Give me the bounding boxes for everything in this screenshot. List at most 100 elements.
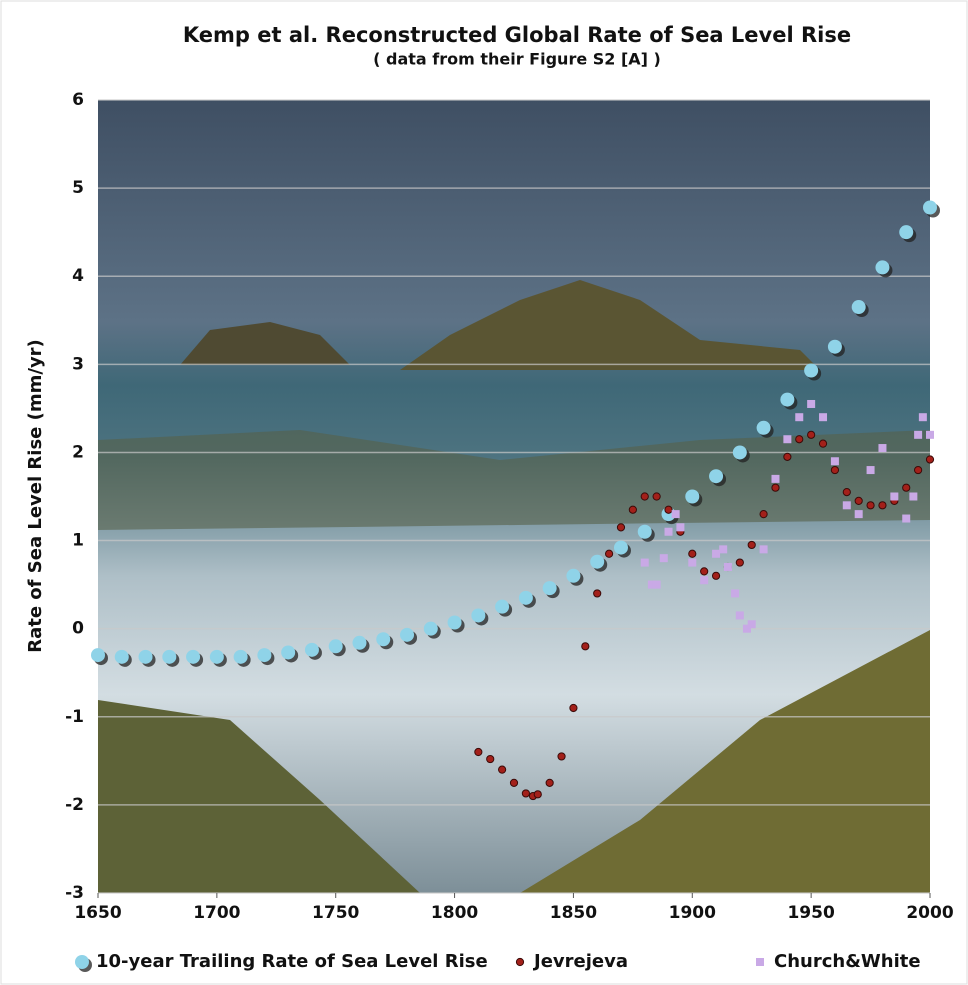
data-point <box>795 413 803 421</box>
data-point <box>519 591 533 605</box>
x-tick-label: 1650 <box>74 903 121 923</box>
y-tick-label: 3 <box>72 354 84 374</box>
data-point <box>919 413 927 421</box>
data-point <box>91 648 105 662</box>
chart-subtitle: ( data from their Figure S2 [A] ) <box>373 50 661 69</box>
x-tick-label: 1700 <box>193 903 240 923</box>
data-point <box>582 643 589 650</box>
data-point <box>570 704 577 711</box>
data-point <box>712 550 720 558</box>
data-point <box>760 545 768 553</box>
y-tick-label: 6 <box>72 90 84 110</box>
data-point <box>923 200 937 214</box>
data-point <box>819 413 827 421</box>
data-point <box>614 541 628 555</box>
data-point <box>748 620 756 628</box>
data-point <box>689 550 696 557</box>
data-point <box>819 440 826 447</box>
data-point <box>234 650 248 664</box>
data-point <box>736 559 743 566</box>
x-tick-label: 1900 <box>669 903 716 923</box>
data-point <box>534 791 541 798</box>
data-point <box>831 457 839 465</box>
data-point <box>878 444 886 452</box>
data-point <box>700 576 708 584</box>
data-point <box>653 493 660 500</box>
data-point <box>676 523 684 531</box>
data-point <box>605 550 612 557</box>
data-point <box>748 541 755 548</box>
data-point <box>831 466 838 473</box>
data-point <box>617 524 624 531</box>
data-point <box>796 436 803 443</box>
data-point <box>879 502 886 509</box>
legend-label: Jevrejeva <box>532 951 628 972</box>
data-point <box>855 510 863 518</box>
legend-marker <box>756 958 764 966</box>
data-point <box>757 421 771 435</box>
data-point <box>804 364 818 378</box>
data-point <box>522 790 529 797</box>
data-point <box>852 300 866 314</box>
data-point <box>448 615 462 629</box>
chart-title: Kemp et al. Reconstructed Global Rate of… <box>183 23 851 47</box>
data-point <box>903 484 910 491</box>
data-point <box>712 572 719 579</box>
data-point <box>843 501 851 509</box>
data-point <box>760 511 767 518</box>
y-tick-label: 4 <box>72 266 84 286</box>
data-point <box>772 484 779 491</box>
x-tick-label: 1850 <box>550 903 597 923</box>
data-point <box>807 400 815 408</box>
data-point <box>828 340 842 354</box>
data-point <box>352 636 366 650</box>
data-point <box>186 650 200 664</box>
data-point <box>400 628 414 642</box>
data-point <box>926 456 933 463</box>
data-point <box>701 568 708 575</box>
data-point <box>914 431 922 439</box>
y-tick-label: 0 <box>72 619 84 639</box>
y-tick-label: 2 <box>72 442 84 462</box>
data-point <box>475 748 482 755</box>
data-point <box>909 493 917 501</box>
data-point <box>305 643 319 657</box>
y-tick-label: -2 <box>65 795 84 815</box>
data-point <box>566 569 580 583</box>
data-point <box>902 515 910 523</box>
data-point <box>641 559 649 567</box>
data-point <box>510 779 517 786</box>
data-point <box>329 639 343 653</box>
y-tick-label: -3 <box>65 883 84 903</box>
data-point <box>210 650 224 664</box>
data-point <box>424 622 438 636</box>
x-tick-label: 1800 <box>431 903 478 923</box>
chart: Kemp et al. Reconstructed Global Rate of… <box>0 0 968 985</box>
data-point <box>641 493 648 500</box>
legend-marker <box>516 958 523 965</box>
data-point <box>653 581 661 589</box>
data-point <box>736 611 744 619</box>
data-point <box>629 506 636 513</box>
data-point <box>867 502 874 509</box>
data-point <box>115 650 129 664</box>
data-point <box>376 632 390 646</box>
y-tick-label: 5 <box>72 178 84 198</box>
legend-marker <box>75 955 89 969</box>
legend-label: 10-year Trailing Rate of Sea Level Rise <box>96 951 488 972</box>
data-point <box>784 453 791 460</box>
data-point <box>867 466 875 474</box>
data-point <box>855 497 862 504</box>
y-tick-label: 1 <box>72 531 84 551</box>
x-tick-label: 1950 <box>787 903 834 923</box>
data-point <box>915 466 922 473</box>
y-tick-label: -1 <box>65 707 84 727</box>
data-point <box>926 431 934 439</box>
data-point <box>672 510 680 518</box>
data-point <box>162 650 176 664</box>
data-point <box>660 554 668 562</box>
data-point <box>638 525 652 539</box>
data-point <box>495 600 509 614</box>
data-point <box>665 506 672 513</box>
data-point <box>499 766 506 773</box>
